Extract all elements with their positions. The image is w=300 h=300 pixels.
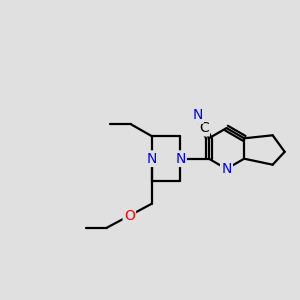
Text: N: N [147, 152, 157, 166]
Text: N: N [192, 109, 203, 122]
Text: N: N [175, 152, 185, 166]
Text: O: O [124, 209, 135, 223]
Text: N: N [221, 162, 232, 176]
Text: C: C [199, 121, 208, 135]
